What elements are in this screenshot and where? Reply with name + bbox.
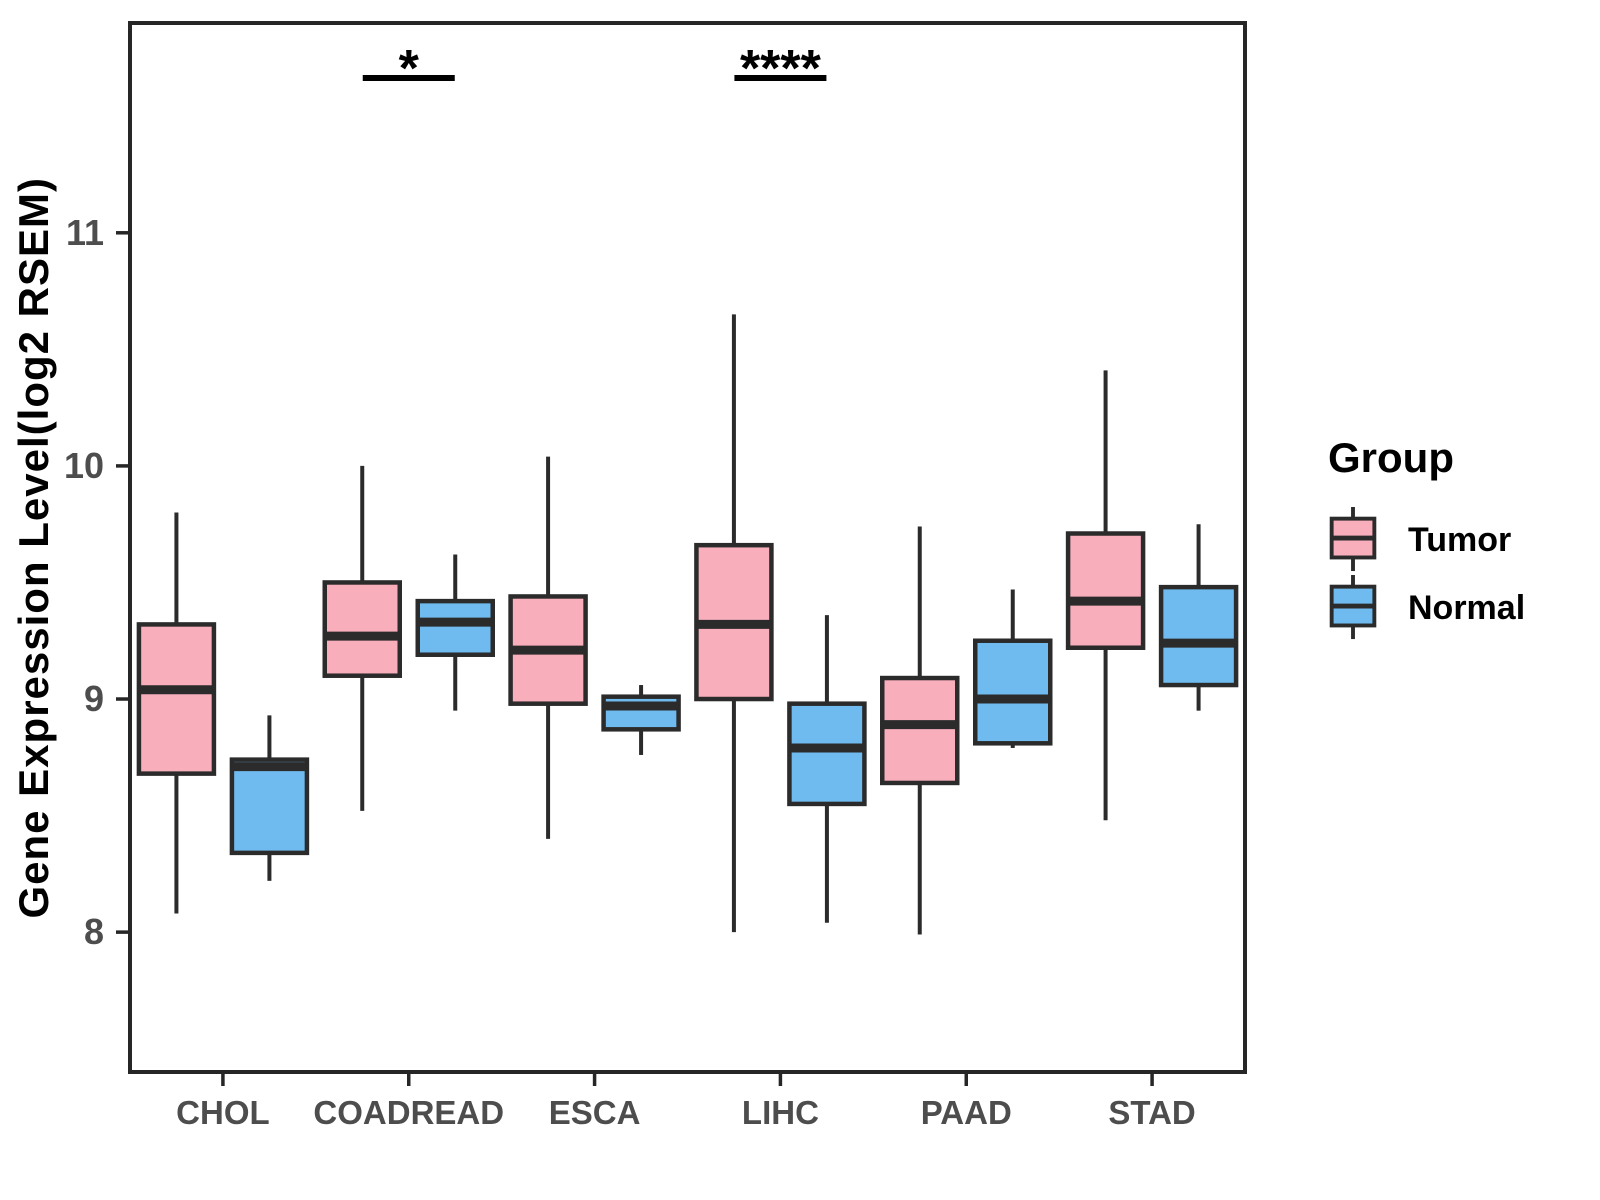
box-tumor-COADREAD <box>322 580 402 678</box>
y-tick-label: 8 <box>84 911 104 952</box>
y-tick-label: 11 <box>66 212 104 253</box>
box-normal-PAAD <box>973 638 1053 746</box>
box-tumor-PAAD <box>880 675 960 786</box>
y-tick-label: 9 <box>84 678 104 719</box>
x-category-label: PAAD <box>921 1094 1012 1131</box>
box-normal-CHOL <box>229 757 310 856</box>
box-normal-LIHC <box>787 701 867 807</box>
boxplot-key-icon <box>1329 507 1377 572</box>
legend-title: Group <box>1328 434 1454 481</box>
y-tick-label: 10 <box>64 445 104 486</box>
x-category-label: COADREAD <box>313 1094 504 1131</box>
legend-item-normal: Normal <box>1326 575 1576 640</box>
y-axis-title-wrap: Gene Expression Level(log2 RSEM) <box>6 23 62 1072</box>
legend: Group Tumor Normal <box>1326 434 1576 644</box>
x-category-label: ESCA <box>549 1094 641 1131</box>
x-category-label: CHOL <box>176 1094 270 1131</box>
significance-label-lihc: **** <box>740 40 822 98</box>
x-category-label: STAD <box>1108 1094 1195 1131</box>
boxplot-key-icon <box>1329 575 1377 640</box>
panel-border <box>128 21 1247 1074</box>
y-axis-title: Gene Expression Level(log2 RSEM) <box>10 176 57 919</box>
box-normal-STAD <box>1158 584 1239 688</box>
significance-label-coadread: * <box>399 40 420 98</box>
box-tumor-CHOL <box>136 622 217 776</box>
box-tumor-STAD <box>1065 531 1146 650</box>
legend-label-tumor: Tumor <box>1408 520 1512 559</box>
box-normal-COADREAD <box>415 598 495 657</box>
legend-label-normal: Normal <box>1408 588 1526 627</box>
legend-item-tumor: Tumor <box>1326 507 1576 572</box>
x-category-label: LIHC <box>742 1094 819 1131</box>
